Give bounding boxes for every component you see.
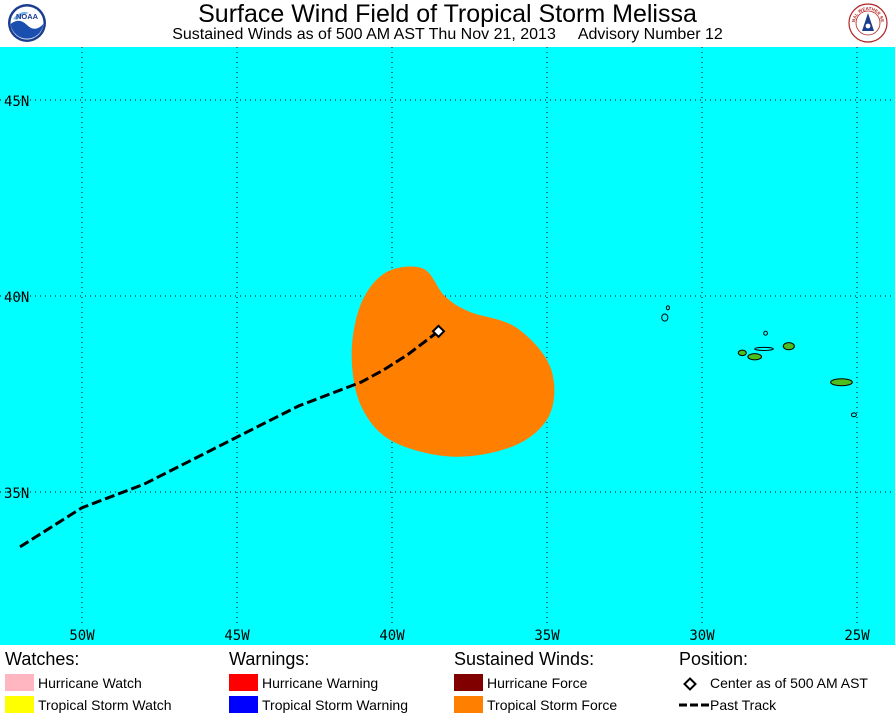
legend-watches-heading: Watches: [5, 649, 80, 669]
lon-tick-label: 40W [379, 628, 405, 644]
island-pico [747, 353, 763, 361]
hurricane-force-swatch [454, 674, 483, 691]
hurricane-warning-swatch [229, 674, 258, 691]
past-track-layer [19, 330, 440, 549]
tropical-storm-force-label: Tropical Storm Force [487, 697, 618, 713]
past-track-label: Past Track [710, 697, 777, 713]
sustained-winds-time: Sustained Winds as of 500 AM AST Thu Nov… [172, 26, 556, 43]
grid-labels: 50W 45W 40W 35W 30W 25W 45N 40N 35N [4, 94, 870, 644]
past-track-dash-icon [679, 703, 709, 707]
legend-position: Position: Center as of 500 AM AST Past T… [679, 648, 868, 713]
island-sao-jorge [754, 346, 774, 351]
storm-center-layer [431, 324, 446, 339]
advisory-number: Advisory Number 12 [577, 26, 723, 43]
tropical-storm-wind-field [351, 266, 555, 457]
lat-tick-label: 35N [4, 486, 29, 502]
legend-warnings-heading: Warnings: [229, 649, 310, 669]
map-title: Surface Wind Field of Tropical Storm Mel… [198, 0, 697, 28]
wind-field-map: 50W 45W 40W 35W 30W 25W 45N 40N 35N [0, 47, 895, 645]
map-subtitle: Sustained Winds as of 500 AM AST Thu Nov… [0, 25, 895, 45]
lon-tick-label: 35W [534, 628, 560, 644]
noaa-logo: NOAA [8, 4, 46, 42]
lon-tick-label: 45W [224, 628, 250, 644]
island-santa-maria [850, 412, 857, 418]
hurricane-watch-label: Hurricane Watch [38, 675, 142, 691]
legend-watches: Watches: Hurricane Watch Tropical Storm … [5, 648, 172, 713]
lat-tick-label: 45N [4, 94, 29, 110]
nws-logo: NATIONAL WEATHER SERVICE [848, 3, 888, 43]
legend-sustained-winds: Sustained Winds: Hurricane Force Tropica… [454, 648, 617, 713]
hurricane-warning-label: Hurricane Warning [262, 675, 379, 691]
lat-lon-grid [0, 47, 895, 625]
lon-tick-label: 25W [844, 628, 870, 644]
hurricane-force-label: Hurricane Force [487, 675, 588, 691]
hurricane-watch-swatch [5, 674, 34, 691]
island-graciosa [763, 330, 768, 336]
island-sao-miguel [830, 378, 853, 387]
past-track-line [19, 330, 440, 549]
header: Surface Wind Field of Tropical Storm Mel… [0, 0, 895, 47]
tropical-storm-watch-swatch [5, 696, 34, 713]
island-faial [737, 349, 747, 357]
legend-winds-heading: Sustained Winds: [454, 649, 595, 669]
tropical-storm-warning-swatch [229, 696, 258, 713]
island-terceira [782, 342, 795, 351]
legend-position-heading: Position: [679, 649, 749, 669]
center-label: Center as of 500 AM AST [710, 675, 868, 691]
lon-tick-label: 30W [689, 628, 715, 644]
lon-tick-label: 50W [69, 628, 95, 644]
azores-islands [661, 305, 857, 418]
tropical-storm-force-swatch [454, 696, 483, 713]
wind-field-layer [351, 266, 555, 457]
lat-tick-label: 40N [4, 290, 29, 306]
legend: Watches: Hurricane Watch Tropical Storm … [0, 645, 895, 716]
island-flores [661, 313, 669, 322]
legend-warnings: Warnings: Hurricane Warning Tropical Sto… [229, 648, 408, 713]
tropical-storm-warning-label: Tropical Storm Warning [262, 697, 409, 713]
tropical-storm-watch-label: Tropical Storm Watch [38, 697, 172, 713]
center-diamond-icon [683, 677, 697, 691]
noaa-logo-text: NOAA [16, 12, 39, 21]
island-corvo [665, 305, 670, 311]
storm-center-marker [431, 324, 446, 339]
